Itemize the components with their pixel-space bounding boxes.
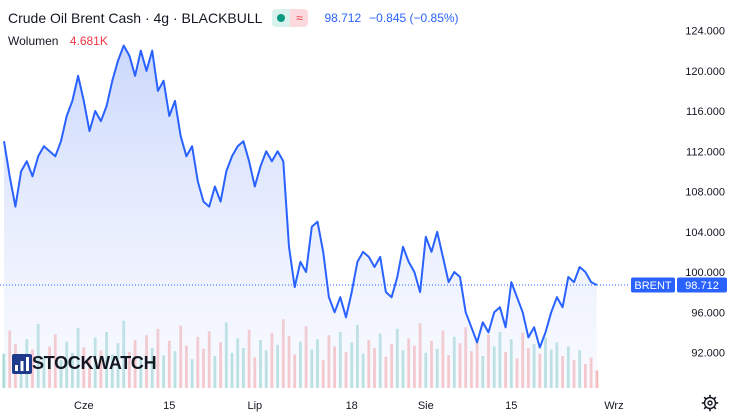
y-tick-label: 112.000 (686, 146, 725, 158)
volume-value: 4.681K (69, 34, 108, 48)
y-tick-label: 96.000 (691, 307, 725, 319)
chart-bars-icon (12, 353, 32, 374)
volume-legend: Wolumen 4.681K (8, 34, 108, 48)
x-tick-label: 15 (163, 400, 175, 412)
last-price: 98.712 (324, 11, 362, 25)
x-tick-label: Wrz (604, 400, 623, 412)
gear-icon[interactable] (701, 394, 719, 412)
price-area (4, 45, 597, 388)
volume-bar (595, 370, 599, 388)
y-tick-label: 100.000 (685, 267, 725, 279)
price-change: −0.845 (−0.85%) (369, 11, 459, 25)
status-pill[interactable]: ≈ (272, 9, 309, 27)
price-tag-symbol: BRENT (634, 280, 672, 292)
x-axis: Cze 15 Lip 18 Sie 15 Wrz (74, 400, 624, 412)
logo-text: STOCKWATCH (32, 353, 157, 373)
volume-label: Wolumen (8, 34, 59, 48)
y-tick-label: 116.000 (686, 106, 725, 118)
y-tick-label: 104.000 (685, 227, 725, 239)
market-open-icon (272, 9, 291, 27)
y-tick-label: 92.000 (691, 348, 725, 360)
y-tick-label: 120.000 (685, 66, 725, 78)
x-tick-label: 18 (346, 400, 358, 412)
y-tick-label: 108.000 (685, 187, 725, 199)
chart-header: Crude Oil Brent Cash · 4g · BLACKBULL ≈ … (8, 9, 459, 27)
x-tick-label: Lip (247, 400, 262, 412)
stockwatch-logo: STOCKWATCH (12, 353, 157, 374)
price-line (3, 44, 598, 349)
wave-icon: ≈ (290, 9, 309, 27)
price-tag: BRENT 98.712 (631, 277, 727, 293)
x-tick-label: Sie (418, 400, 434, 412)
y-tick-label: 124.000 (685, 26, 725, 38)
x-tick-label: Cze (74, 400, 94, 412)
symbol-title[interactable]: Crude Oil Brent Cash · 4g · BLACKBULL (8, 10, 263, 26)
y-axis: 124.000 120.000 116.000 112.000 108.000 104.0… (685, 26, 725, 360)
x-tick-label: 15 (505, 400, 517, 412)
volume-bar (2, 353, 6, 388)
price-tag-value: 98.712 (685, 280, 719, 292)
